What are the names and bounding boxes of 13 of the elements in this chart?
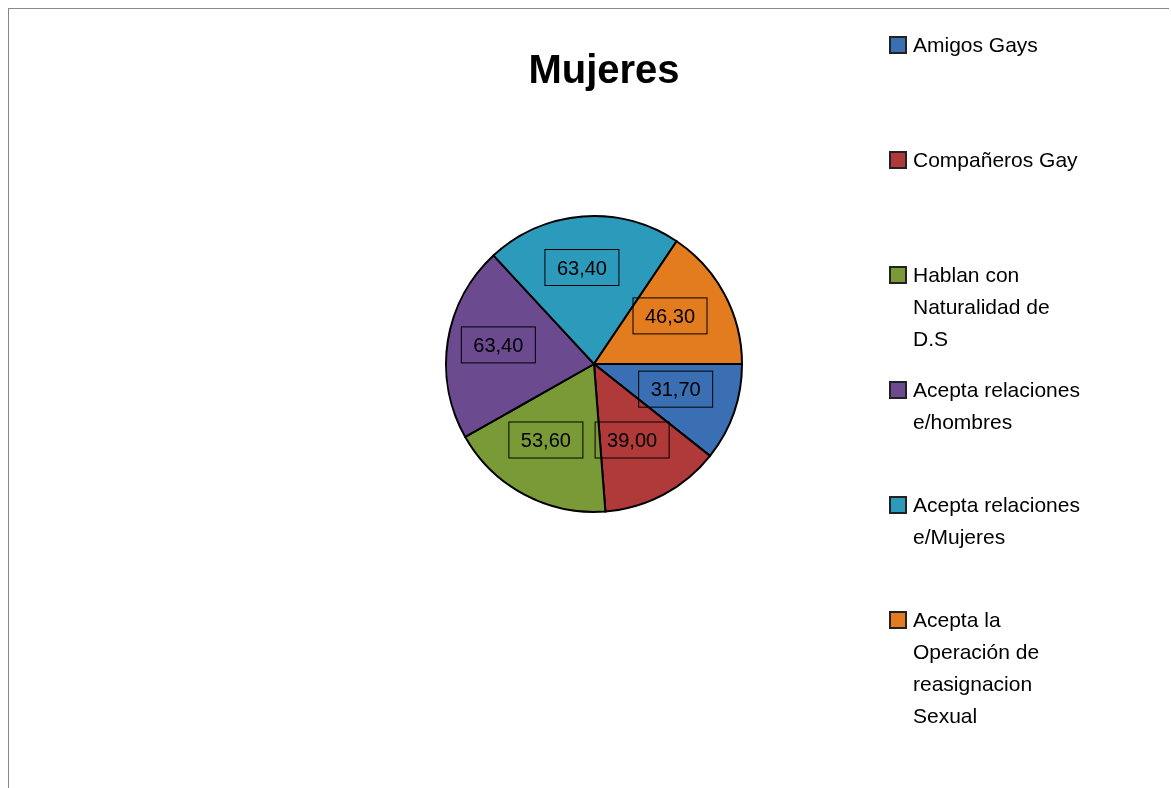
- legend-label: Acepta relaciones e/Mujeres: [913, 492, 1081, 550]
- legend-label: Hablan con Naturalidad de D.S: [913, 262, 1051, 352]
- legend-label: Acepta la Operación de reasignacion Sexual: [913, 607, 1041, 729]
- chart-title: Mujeres: [527, 47, 681, 92]
- data-label: 46,30: [644, 304, 696, 327]
- data-label: 53,60: [520, 429, 571, 451]
- data-label: 63,40: [473, 333, 524, 356]
- data-label: 39,00: [607, 429, 658, 451]
- legend-label: Acepta relaciones e/hombres: [913, 377, 1081, 435]
- legend-label: Amigos Gays: [913, 32, 1038, 58]
- data-label: 31,70: [650, 378, 701, 401]
- data-label: 63,40: [556, 256, 607, 279]
- legend-label: Compañeros Gay: [913, 147, 1078, 173]
